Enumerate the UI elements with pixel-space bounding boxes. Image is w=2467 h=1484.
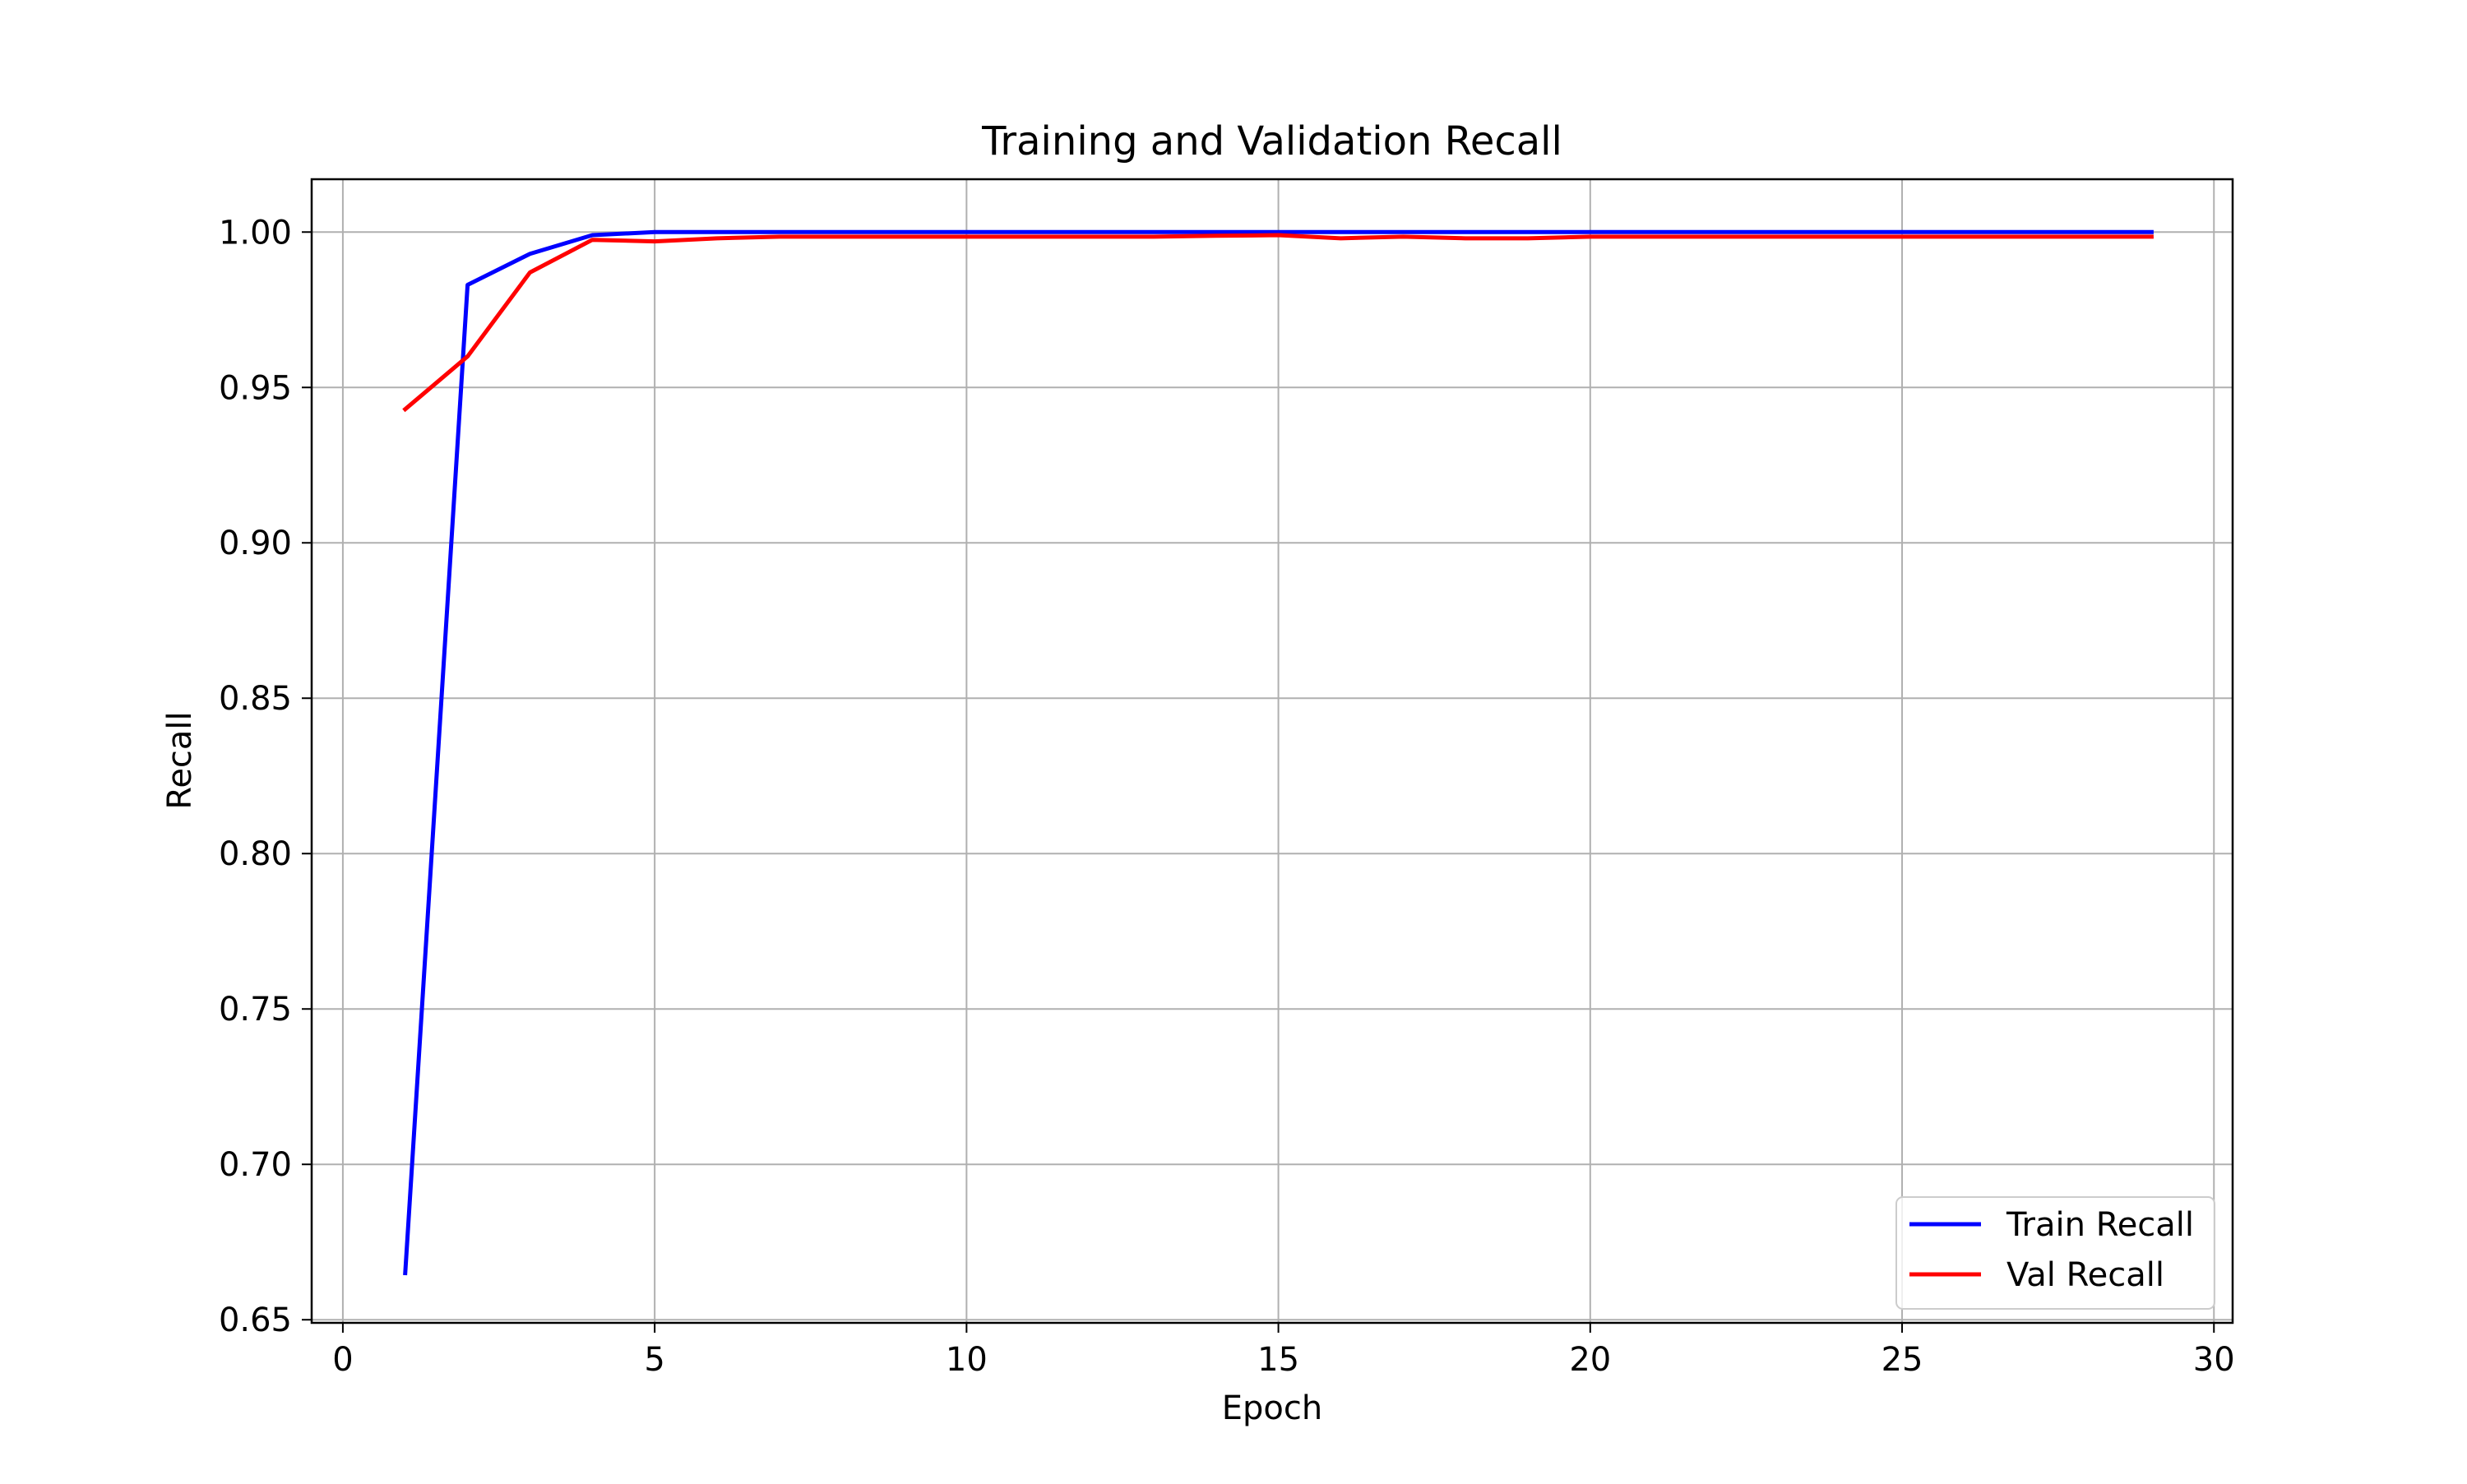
- y-tick-label: 0.90: [219, 525, 292, 562]
- x-tick-label: 30: [2193, 1341, 2235, 1379]
- y-tick-label: 0.70: [219, 1146, 292, 1184]
- legend-label-train: Train Recall: [2006, 1206, 2194, 1244]
- x-tick-label: 15: [1257, 1341, 1299, 1379]
- y-tick-label: 0.85: [219, 680, 292, 718]
- y-tick-label: 1.00: [219, 214, 292, 252]
- y-axis-label: Recall: [161, 711, 199, 809]
- x-tick-label: 20: [1569, 1341, 1611, 1379]
- y-tick-label: 0.95: [219, 369, 292, 407]
- x-tick-label: 25: [1881, 1341, 1923, 1379]
- y-tick-label: 0.65: [219, 1301, 292, 1339]
- x-tick-label: 5: [644, 1341, 664, 1379]
- y-tick-label: 0.80: [219, 835, 292, 873]
- x-axis-label: Epoch: [1222, 1389, 1322, 1427]
- legend-label-val: Val Recall: [2006, 1256, 2164, 1294]
- chart-title: Training and Validation Recall: [981, 118, 1562, 164]
- x-tick-label: 0: [332, 1341, 353, 1379]
- legend: Train Recall Val Recall: [1896, 1197, 2215, 1309]
- y-tick-label: 0.75: [219, 991, 292, 1029]
- x-tick-label: 10: [946, 1341, 988, 1379]
